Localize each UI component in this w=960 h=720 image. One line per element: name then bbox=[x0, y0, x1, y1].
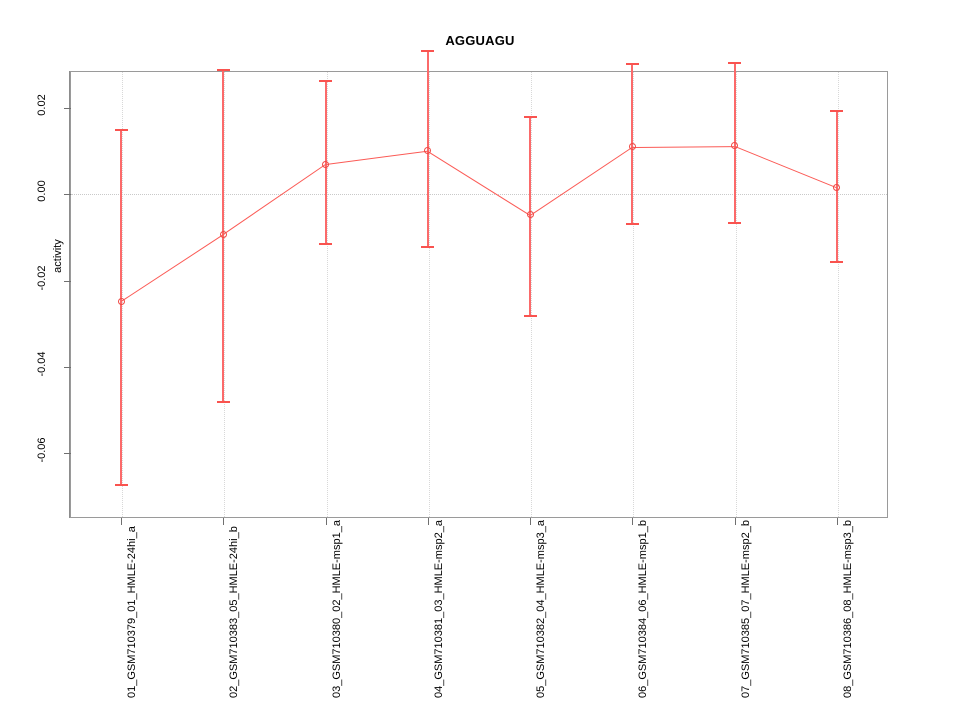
x-axis-tick-label: 03_GSM710380_02_HMLE-msp1_a bbox=[330, 520, 343, 698]
y-axis-tick-label: 0.00 bbox=[36, 180, 48, 202]
y-axis-tick-label: 0.02 bbox=[36, 94, 48, 116]
category-gridline bbox=[224, 72, 226, 517]
category-gridline bbox=[531, 72, 533, 517]
error-bar bbox=[120, 128, 123, 484]
x-axis-tick-label: 06_GSM710384_06_HMLE-msp1_b bbox=[637, 520, 650, 698]
y-axis-tick bbox=[64, 280, 71, 282]
x-axis-tick-label: 01_GSM710379_01_HMLE-24hi_a bbox=[126, 526, 139, 698]
x-axis-tick bbox=[836, 518, 838, 525]
x-axis-tick bbox=[427, 518, 429, 525]
x-axis-tick-label: 07_GSM710385_07_HMLE-msp2_b bbox=[739, 520, 752, 698]
y-axis-tick-label: -0.02 bbox=[36, 265, 48, 291]
y-axis-tick-label: -0.04 bbox=[36, 351, 48, 377]
error-bar-cap bbox=[114, 128, 128, 131]
plot-area bbox=[64, 71, 888, 518]
error-bar bbox=[631, 62, 634, 223]
error-bar-cap bbox=[728, 62, 742, 65]
zero-gridline bbox=[71, 194, 887, 196]
category-gridline bbox=[735, 72, 737, 517]
x-axis-tick bbox=[121, 518, 123, 525]
data-point-marker bbox=[833, 183, 841, 191]
y-axis-line bbox=[69, 71, 70, 518]
y-axis-label: activity bbox=[52, 239, 64, 273]
category-gridline bbox=[326, 72, 328, 517]
error-bar-cap bbox=[625, 62, 639, 65]
error-bar-cap bbox=[728, 222, 742, 225]
y-axis-tick-label: -0.06 bbox=[36, 437, 48, 463]
error-bar-cap bbox=[830, 110, 844, 113]
error-bar-cap bbox=[114, 483, 128, 486]
x-axis-tick bbox=[530, 518, 532, 525]
y-axis-tick bbox=[64, 194, 71, 196]
data-point-marker bbox=[731, 142, 739, 150]
x-axis-tick-label: 04_GSM710381_03_HMLE-msp2_a bbox=[432, 520, 445, 698]
error-bar-cap bbox=[319, 242, 333, 245]
page-title: AGGUAGU bbox=[445, 33, 515, 48]
category-gridline bbox=[428, 72, 430, 517]
data-point-marker bbox=[526, 211, 534, 219]
category-gridline bbox=[633, 72, 635, 517]
data-point-marker bbox=[117, 297, 125, 305]
category-gridline bbox=[837, 72, 839, 517]
category-gridline bbox=[122, 72, 124, 517]
x-axis-tick bbox=[734, 518, 736, 525]
data-point-marker bbox=[322, 160, 330, 168]
y-axis-tick bbox=[64, 366, 71, 368]
error-bar-cap bbox=[319, 80, 333, 83]
y-axis-tick bbox=[64, 107, 71, 109]
x-axis-tick bbox=[632, 518, 634, 525]
x-axis-tick-label: 08_GSM710386_08_HMLE-msp3_b bbox=[841, 520, 854, 698]
error-bar-cap bbox=[830, 261, 844, 264]
error-bar-cap bbox=[523, 314, 537, 317]
data-point-marker bbox=[219, 230, 227, 238]
data-point-marker bbox=[628, 143, 636, 151]
error-bar-cap bbox=[421, 245, 435, 248]
data-point-marker bbox=[424, 147, 432, 155]
error-bar-cap bbox=[625, 222, 639, 225]
x-axis-tick-label: 05_GSM710382_04_HMLE-msp3_a bbox=[535, 520, 548, 698]
error-bar-cap bbox=[216, 68, 230, 71]
x-axis-tick-label: 02_GSM710383_05_HMLE-24hi_b bbox=[228, 526, 241, 698]
error-bar-cap bbox=[421, 49, 435, 52]
error-bar-cap bbox=[216, 400, 230, 403]
error-bar-cap bbox=[523, 115, 537, 118]
x-axis-tick bbox=[325, 518, 327, 525]
x-axis-tick bbox=[223, 518, 225, 525]
y-axis-tick bbox=[64, 453, 71, 455]
